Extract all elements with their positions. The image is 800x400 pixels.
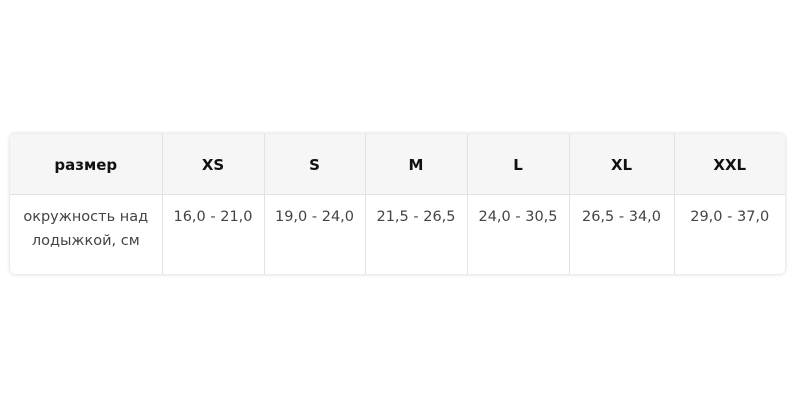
cell-m: 21,5 - 26,5: [365, 194, 468, 274]
size-table-container: размер XS S M L XL XXL окружность над ло…: [10, 134, 785, 274]
cell-s: 19,0 - 24,0: [264, 194, 366, 274]
cell-xs: 16,0 - 21,0: [162, 194, 265, 274]
cell-xl: 26,5 - 34,0: [569, 194, 675, 274]
header-cell-s: S: [264, 134, 366, 195]
row-label: окружность над лодыжкой, см: [10, 194, 163, 274]
header-cell-xl: XL: [569, 134, 675, 195]
header-row: размер XS S M L XL XXL: [10, 134, 785, 195]
cell-l: 24,0 - 30,5: [467, 194, 570, 274]
header-cell-l: L: [467, 134, 570, 195]
table-row: окружность над лодыжкой, см 16,0 - 21,0 …: [10, 194, 785, 274]
header-cell-xs: XS: [162, 134, 265, 195]
header-cell-xxl: XXL: [674, 134, 785, 195]
header-cell-size: размер: [10, 134, 163, 195]
size-table: размер XS S M L XL XXL окружность над ло…: [10, 134, 785, 274]
header-cell-m: M: [365, 134, 468, 195]
cell-xxl: 29,0 - 37,0: [690, 209, 770, 225]
